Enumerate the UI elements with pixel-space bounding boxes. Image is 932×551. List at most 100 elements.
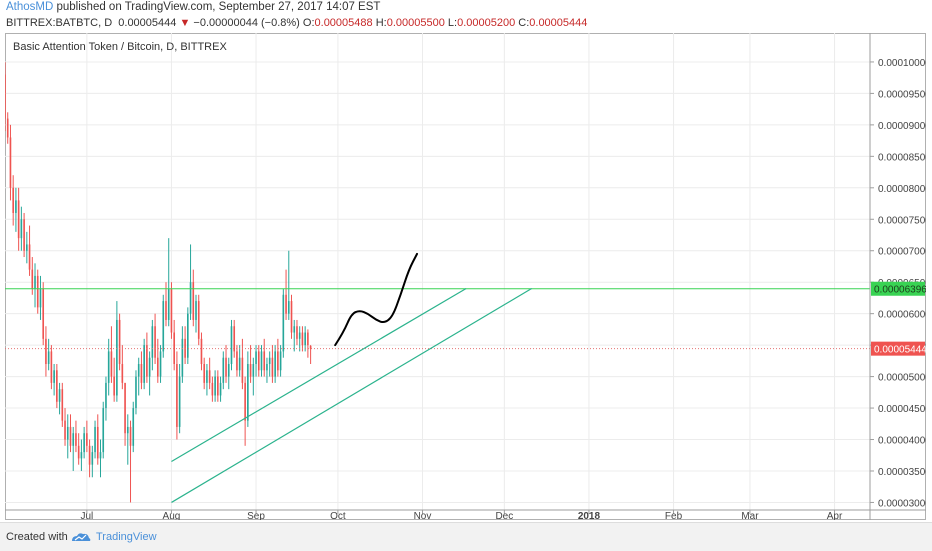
x-tick-label: Mar bbox=[741, 511, 759, 520]
footer: Created with TradingView bbox=[0, 522, 932, 551]
chart-frame bbox=[5, 33, 926, 520]
y-axis[interactable]: 0.00003000 0.00003500 0.00004000 0.00004500… bbox=[869, 33, 926, 520]
candle-body bbox=[20, 219, 23, 239]
trend-line-support-lower bbox=[171, 287, 532, 503]
candle-body bbox=[307, 332, 309, 346]
candle-body bbox=[99, 452, 102, 459]
candles bbox=[5, 61, 312, 503]
y-tick-label: 0.00008000 bbox=[878, 184, 926, 195]
candle-body bbox=[154, 326, 156, 358]
down-arrow-icon: ▼ bbox=[179, 17, 191, 29]
candle-body bbox=[187, 313, 189, 358]
candle-body bbox=[50, 351, 53, 383]
candle-body bbox=[225, 357, 227, 377]
candle-body bbox=[279, 351, 282, 371]
candle-body bbox=[162, 301, 165, 352]
candle-body bbox=[173, 332, 175, 365]
candle-body bbox=[36, 275, 39, 308]
candle-body bbox=[132, 408, 135, 446]
candle-body bbox=[126, 426, 129, 434]
y-tick-label: 0.00007500 bbox=[878, 215, 926, 226]
candle-body bbox=[124, 382, 126, 434]
close-label: C: bbox=[518, 17, 530, 29]
candle-body bbox=[274, 351, 276, 377]
candle-body bbox=[86, 433, 88, 446]
candle-body bbox=[189, 282, 192, 314]
candle-body bbox=[298, 332, 301, 339]
candle-body bbox=[26, 244, 28, 251]
candle-body bbox=[257, 351, 260, 371]
candle-body bbox=[200, 338, 203, 365]
candle-body bbox=[195, 301, 197, 320]
candle-body bbox=[219, 382, 222, 396]
x-tick-label: Oct bbox=[330, 511, 346, 520]
created-with-label: Created with bbox=[6, 531, 68, 543]
y-tick-label: 0.00004500 bbox=[878, 404, 926, 415]
candle-body bbox=[39, 288, 42, 308]
candle-body bbox=[244, 382, 246, 421]
trend-line-support-upper bbox=[171, 287, 467, 463]
candle-body bbox=[227, 364, 230, 377]
current-price-badge bbox=[871, 341, 925, 356]
candle-body bbox=[222, 357, 225, 383]
candle-body bbox=[53, 370, 55, 383]
candle-body bbox=[211, 382, 214, 396]
candle-body bbox=[287, 301, 290, 314]
candle-body bbox=[28, 244, 31, 270]
author-link[interactable]: AthosMD bbox=[6, 1, 54, 13]
candle-body bbox=[238, 357, 241, 371]
price-chart[interactable]: 0.00003000 0.00003500 0.00004000 0.00004500… bbox=[5, 33, 926, 520]
candle-body bbox=[75, 433, 77, 446]
candle-body bbox=[192, 282, 195, 320]
x-tick-label: 2018 bbox=[578, 511, 601, 520]
open-value: 0.00005488 bbox=[314, 17, 373, 29]
resistance-price-label: 0.00006396 bbox=[874, 285, 926, 296]
y-tick-label: 0.00010000 bbox=[878, 58, 926, 69]
y-tick-label: 0.00004000 bbox=[878, 436, 926, 447]
candle-body bbox=[42, 288, 45, 339]
x-axis[interactable]: Jul Aug Sep Oct Nov Dec 2018 Feb Mar Apr bbox=[5, 509, 926, 520]
candle-body bbox=[121, 364, 124, 383]
candle-body bbox=[118, 319, 121, 365]
candle-body bbox=[296, 326, 298, 339]
candle-body bbox=[140, 364, 143, 383]
candle-body bbox=[17, 200, 20, 239]
candle-body bbox=[170, 288, 173, 333]
last-price: 0.00005444 bbox=[118, 17, 177, 29]
candle-body bbox=[178, 376, 181, 427]
candle-body bbox=[45, 338, 47, 365]
chart-title: Basic Attention Token / Bitcoin, D, BITT… bbox=[13, 41, 227, 53]
tradingview-logo-icon bbox=[72, 533, 91, 541]
candle-body bbox=[203, 364, 206, 383]
candle-body bbox=[83, 433, 85, 453]
candle-body bbox=[6, 118, 9, 138]
candle-body bbox=[156, 357, 159, 377]
x-tick-label: Aug bbox=[163, 511, 181, 520]
price-change: −0.00000044 (−0.8%) bbox=[193, 17, 300, 29]
candle-body bbox=[69, 426, 72, 446]
candle-body bbox=[148, 357, 151, 377]
y-tick-label: 0.00007000 bbox=[878, 247, 926, 258]
candle-body bbox=[91, 452, 94, 465]
candle-body bbox=[165, 301, 167, 320]
y-tick-label: 0.00003000 bbox=[878, 498, 926, 509]
low-label: L: bbox=[447, 17, 458, 29]
candle-body bbox=[252, 364, 255, 377]
tradingview-brand-link[interactable]: TradingView bbox=[96, 531, 157, 543]
candle-body bbox=[249, 364, 252, 377]
candle-body bbox=[5, 74, 6, 119]
candle-body bbox=[159, 351, 162, 377]
projection-drawing bbox=[334, 252, 419, 347]
candle-body bbox=[176, 364, 178, 427]
candle-body bbox=[61, 389, 64, 421]
y-tick-label: 0.00006000 bbox=[878, 310, 926, 321]
candle-body bbox=[34, 275, 36, 289]
candle-body bbox=[197, 301, 200, 339]
overlays bbox=[5, 252, 870, 503]
published-text: published on TradingView.com, September … bbox=[56, 1, 381, 13]
symbol-info-bar: BITTREX:BATBTC, D 0.00005444 ▼ −0.000000… bbox=[6, 16, 587, 30]
candle-body bbox=[263, 351, 266, 371]
resistance-price-badge bbox=[871, 281, 925, 296]
low-value: 0.00005200 bbox=[457, 17, 516, 29]
candle-body bbox=[277, 351, 279, 371]
